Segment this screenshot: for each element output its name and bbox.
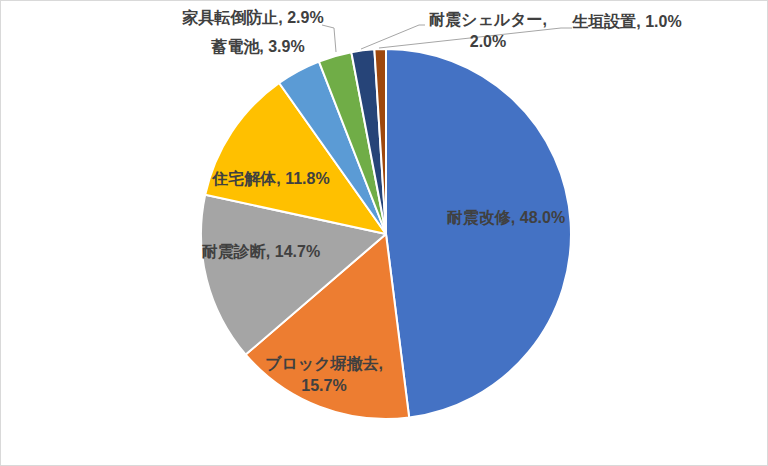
pie-label-0: 耐震改修, 48.0% <box>447 207 565 229</box>
pie-label-1: ブロック塀撤去,15.7% <box>265 353 383 398</box>
pie-chart: 耐震改修, 48.0% ブロック塀撤去,15.7% 耐震診断, 14.7% 住宅… <box>0 0 768 466</box>
pie-label-4: 蓄電池, 3.9% <box>211 36 304 58</box>
pie-label-5: 家具転倒防止, 2.9% <box>182 7 323 29</box>
pie-slice-0 <box>386 49 571 418</box>
pie-label-7: 生垣設置, 1.0% <box>572 11 681 33</box>
leader-line-6 <box>361 25 425 49</box>
pie-label-2: 耐震診断, 14.7% <box>202 241 320 263</box>
pie-svg <box>1 1 767 465</box>
pie-label-6: 耐震シェルター,2.0% <box>429 9 547 54</box>
leader-line-5 <box>322 25 336 52</box>
pie-label-3: 住宅解体, 11.8% <box>212 168 329 190</box>
